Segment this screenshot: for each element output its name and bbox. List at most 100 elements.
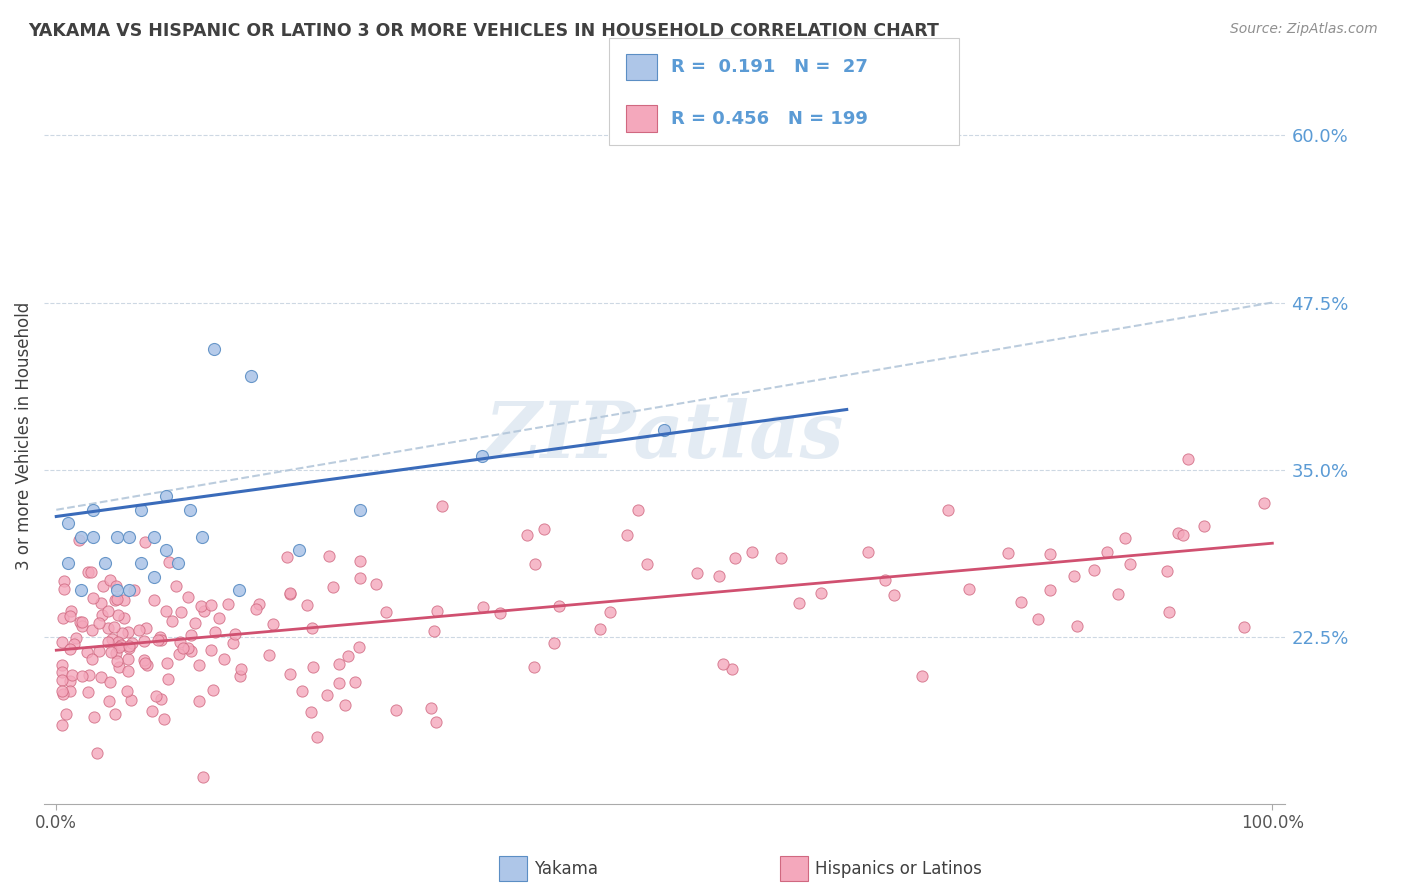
Point: [1167, 525, 1189, 540]
Y-axis label: 3 or more Vehicles in Household: 3 or more Vehicles in Household: [15, 302, 32, 570]
Point: [107, 635, 129, 649]
Text: Source: ZipAtlas.com: Source: ZipAtlas.com: [1230, 22, 1378, 37]
Point: [51, 717, 73, 731]
Point: [1119, 557, 1142, 571]
Point: [52, 687, 75, 701]
Point: [70, 669, 93, 683]
Point: [53, 574, 76, 588]
Point: [155, 604, 177, 618]
Point: [229, 669, 252, 683]
Point: [105, 592, 128, 607]
Point: [724, 551, 747, 566]
Point: [472, 600, 495, 615]
Point: [80, 565, 103, 579]
Point: [385, 702, 408, 716]
Point: [83, 710, 105, 724]
Point: [76, 685, 98, 699]
Point: [51, 684, 73, 698]
Point: [82, 624, 104, 638]
Point: [153, 712, 176, 726]
Point: [217, 597, 239, 611]
Point: [1083, 563, 1105, 577]
Point: [52, 582, 75, 597]
Point: [957, 582, 980, 596]
Point: [145, 689, 167, 703]
Point: [172, 640, 194, 655]
Point: [100, 645, 122, 659]
Point: [110, 638, 132, 652]
Point: [589, 622, 612, 636]
Point: [177, 591, 200, 605]
Point: [156, 673, 179, 687]
Point: [180, 644, 202, 658]
Point: [302, 660, 325, 674]
Point: [97, 604, 120, 618]
Point: [344, 674, 367, 689]
Point: [111, 626, 134, 640]
Point: [936, 503, 959, 517]
Point: [51, 635, 73, 649]
Point: [156, 657, 179, 671]
Text: ZIPatlas: ZIPatlas: [485, 398, 844, 475]
Point: [70, 619, 93, 633]
Text: R = 0.456   N = 199: R = 0.456 N = 199: [671, 110, 868, 128]
Point: [997, 546, 1019, 560]
Point: [229, 662, 252, 676]
Point: [52, 611, 75, 625]
Point: [142, 569, 165, 583]
Point: [149, 692, 172, 706]
Point: [59, 609, 82, 624]
Point: [616, 528, 638, 542]
Point: [349, 503, 371, 517]
Point: [98, 574, 121, 588]
Point: [349, 554, 371, 568]
Point: [90, 596, 112, 610]
Point: [349, 571, 371, 585]
Point: [432, 500, 454, 514]
Point: [169, 635, 191, 649]
Point: [59, 642, 82, 657]
Point: [224, 626, 246, 640]
Point: [1066, 618, 1088, 632]
Point: [87, 644, 110, 658]
Point: [118, 530, 141, 544]
Point: [167, 556, 190, 570]
Point: [105, 655, 128, 669]
Point: [58, 556, 80, 570]
Point: [228, 582, 250, 597]
Point: [179, 503, 201, 517]
Point: [86, 746, 108, 760]
Point: [117, 624, 139, 639]
Point: [60, 668, 83, 682]
Point: [79, 667, 101, 681]
Point: [101, 632, 124, 646]
Point: [187, 694, 209, 708]
Point: [543, 636, 565, 650]
Point: [167, 648, 190, 662]
Point: [548, 599, 571, 614]
Point: [166, 578, 188, 592]
Point: [301, 705, 323, 719]
Point: [63, 637, 86, 651]
Point: [288, 542, 311, 557]
Point: [787, 596, 810, 610]
Point: [115, 684, 138, 698]
Point: [1159, 605, 1181, 619]
Text: Hispanics or Latinos: Hispanics or Latinos: [815, 860, 983, 878]
Point: [149, 632, 172, 647]
Point: [247, 598, 270, 612]
Point: [89, 616, 111, 631]
Point: [108, 659, 131, 673]
Point: [318, 549, 340, 564]
Point: [90, 607, 112, 622]
Point: [193, 604, 215, 618]
Point: [97, 634, 120, 648]
Point: [117, 640, 139, 655]
Point: [335, 698, 357, 713]
Point: [202, 682, 225, 697]
Text: YAKAMA VS HISPANIC OR LATINO 3 OR MORE VEHICLES IN HOUSEHOLD CORRELATION CHART: YAKAMA VS HISPANIC OR LATINO 3 OR MORE V…: [28, 22, 939, 40]
Point: [121, 636, 143, 650]
Point: [208, 610, 231, 624]
Point: [155, 542, 177, 557]
Point: [131, 503, 153, 517]
